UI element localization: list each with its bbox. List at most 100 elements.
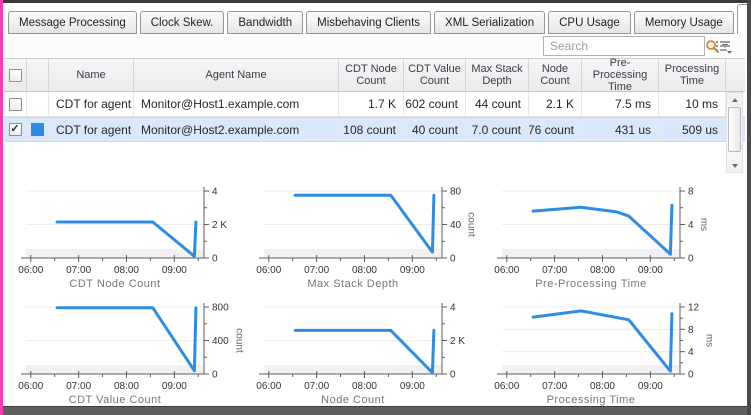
tab-cpu-usage[interactable]: CPU Usage — [548, 11, 631, 34]
grid-header-row: Name Agent Name CDT Node Count CDT Value Co… — [4, 57, 745, 93]
x-tick-label: 07:00 — [66, 265, 91, 276]
toolbar — [3, 34, 747, 58]
scroll-down-button[interactable] — [727, 159, 742, 172]
tab-misbehaving-clients[interactable]: Misbehaving Clients — [306, 11, 432, 34]
y-tick-label: 4 — [688, 220, 694, 231]
column-header-agent-name[interactable]: Agent Name — [134, 59, 339, 91]
table-row[interactable]: CDT for agent 5Monitor@Host2.example.com… — [4, 117, 745, 142]
y-tick-label: 4 — [688, 347, 694, 358]
chart-pre-processing-time: 06:00 07:00 08:00 09:00 0 4 8 ms Pre-Processing … — [490, 176, 728, 292]
y-tick-label: 40 — [450, 220, 462, 231]
series-color-cell — [27, 92, 49, 116]
column-chooser-icon[interactable] — [713, 39, 733, 55]
column-header-cdt-value-count[interactable]: CDT Value Count — [404, 59, 466, 91]
x-tick-label: 09:00 — [400, 381, 425, 392]
column-header-cdt-node-count[interactable]: CDT Node Count — [339, 59, 404, 91]
tab-memory-usage[interactable]: Memory Usage — [633, 11, 734, 34]
search-box[interactable] — [543, 36, 728, 56]
y-tick-label: 2 K — [212, 220, 227, 231]
row-checkbox-cell — [4, 92, 27, 116]
value-cell-pre-processing-time: 431 us — [582, 118, 659, 141]
x-tick-label: 06:00 — [18, 381, 43, 392]
y-tick-label: 8 — [688, 187, 694, 198]
column-header-name[interactable]: Name — [49, 59, 134, 91]
value-cell-max-stack-depth: 44 count — [466, 92, 529, 116]
y-tick-label: 0 — [688, 370, 694, 381]
scroll-down-arrow-icon — [731, 163, 738, 168]
y-tick-label: 800 — [212, 303, 229, 314]
search-input[interactable] — [544, 38, 705, 54]
value-cell-cdt-node-count: 108 count — [339, 118, 404, 141]
tab-message-processing[interactable]: Message Processing — [8, 11, 137, 34]
scrollbar-thumb[interactable] — [728, 107, 741, 152]
select-all-checkbox[interactable] — [8, 68, 22, 82]
chart-cdt-value-count: 06:00 07:00 08:00 09:00 0 400 800 count CDT Valu… — [14, 292, 252, 408]
tab-xml-serialization[interactable]: XML Serialization — [434, 11, 546, 34]
x-tick-label: 06:00 — [256, 381, 281, 392]
x-tick-label: 08:00 — [590, 381, 615, 392]
y-tick-label: 4 — [212, 187, 218, 198]
tab-clock-skew[interactable]: Clock Skew. — [139, 11, 225, 34]
y-tick-label: 0 — [688, 254, 694, 265]
x-tick-label: 08:00 — [352, 381, 377, 392]
x-tick-label: 09:00 — [638, 381, 663, 392]
x-tick-label: 09:00 — [162, 265, 187, 276]
x-tick-label: 07:00 — [304, 381, 329, 392]
tab-bandwidth[interactable]: Bandwidth — [227, 11, 304, 34]
x-tick-label: 06:00 — [494, 381, 519, 392]
grid-body: CDT for agent 3 Monitor@Host1.example.com… — [4, 92, 745, 142]
chart-processing-time: 06:00 07:00 08:00 09:00 0 4 8 12 ms Processing Ti… — [490, 292, 728, 408]
chart-title: Processing Time — [547, 394, 636, 406]
scroll-up-arrow-icon — [731, 97, 738, 102]
y-tick-label: 0 — [450, 370, 456, 381]
x-tick-label: 09:00 — [400, 265, 425, 276]
window-border-right — [747, 0, 751, 415]
series-color-cell — [27, 118, 49, 141]
x-tick-label: 08:00 — [114, 381, 139, 392]
x-tick-label: 08:00 — [352, 265, 377, 276]
value-cell-processing-time: 509 us — [659, 118, 726, 141]
chart-title: Pre-Processing Time — [535, 278, 647, 290]
name-cell: CDT for agent 3 — [49, 92, 134, 116]
agent-name-cell: Monitor@Host2.example.com — [134, 118, 339, 141]
y-tick-label: 8 — [688, 325, 694, 336]
name-cell: CDT for agent 5 — [49, 118, 134, 141]
value-cell-cdt-value-count: 602 count — [404, 92, 466, 116]
x-tick-label: 07:00 — [542, 265, 567, 276]
select-all-header-cell — [4, 59, 27, 91]
tab-strip: Message Processing Clock Skew. Bandwidth Mi… — [3, 3, 751, 34]
y-tick-label: 12 — [688, 303, 700, 314]
window-border-top — [0, 0, 751, 3]
row-checkbox[interactable] — [8, 123, 22, 136]
column-header-processing-time[interactable]: Processing Time — [659, 59, 726, 91]
window-border-left — [0, 0, 3, 415]
value-cell-cdt-value-count: 40 count — [404, 118, 466, 141]
x-tick-label: 07:00 — [66, 381, 91, 392]
chart-node-count: 06:00 07:00 08:00 09:00 0 2 K 4 Node Count — [252, 292, 490, 408]
x-tick-label: 09:00 — [162, 381, 187, 392]
row-checkbox[interactable] — [8, 97, 22, 111]
series-color-header-cell — [27, 59, 49, 91]
series-color-swatch — [31, 123, 44, 136]
vertical-scrollbar[interactable] — [726, 92, 743, 173]
charts-grid: 06:00 07:00 08:00 09:00 0 2 K 4 CDT Node Count 0… — [14, 176, 730, 408]
x-tick-label: 07:00 — [542, 381, 567, 392]
window-border-bottom — [0, 406, 751, 415]
chart-cdt-node-count: 06:00 07:00 08:00 09:00 0 2 K 4 CDT Node Count — [14, 176, 252, 292]
x-tick-label: 08:00 — [590, 265, 615, 276]
chart-max-stack-depth: 06:00 07:00 08:00 09:00 0 40 80 count Max Stack … — [252, 176, 490, 292]
column-header-pre-processing-time[interactable]: Pre-Processing Time — [582, 57, 659, 93]
y-tick-label: 0 — [212, 370, 218, 381]
column-header-node-count[interactable]: Node Count — [529, 59, 582, 91]
table-row[interactable]: CDT for agent 3 Monitor@Host1.example.com… — [4, 92, 745, 117]
y-tick-label: 400 — [212, 336, 229, 347]
chart-title: Node Count — [321, 394, 385, 406]
y-axis-unit-label: count — [466, 212, 477, 237]
value-cell-node-count: 76 count — [529, 118, 582, 141]
chart-title: CDT Value Count — [69, 394, 162, 406]
column-header-max-stack-depth[interactable]: Max Stack Depth — [466, 59, 529, 91]
value-cell-cdt-node-count: 1.7 K — [339, 92, 404, 116]
scroll-up-button[interactable] — [727, 93, 742, 106]
x-tick-label: 09:00 — [638, 265, 663, 276]
